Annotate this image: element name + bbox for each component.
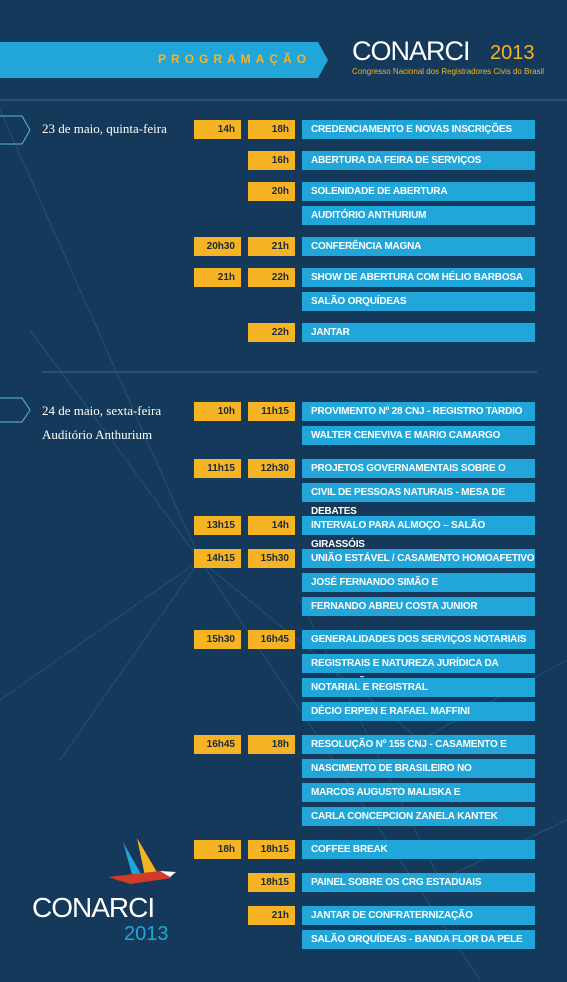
event-text: CARLA CONCEPCION ZANELA KANTEK [302, 807, 535, 826]
end-time: 16h [248, 151, 295, 170]
end-time: 18h [248, 120, 295, 139]
end-time: 15h30 [248, 549, 295, 568]
end-time: 21h [248, 237, 295, 256]
start-time: 21h [194, 268, 241, 287]
event-text: CREDENCIAMENTO E NOVAS INSCRIÇÕES [302, 120, 535, 139]
end-time: 18h [248, 735, 295, 754]
day-venue: Auditório Anthurium [42, 427, 153, 442]
event-text: SOLENIDADE DE ABERTURA [302, 182, 535, 201]
event-text: JANTAR DE CONFRATERNIZAÇÃO [302, 906, 535, 925]
event-text: FERNANDO ABREU COSTA JUNIOR [302, 597, 535, 616]
header-year: 2013 [490, 42, 535, 64]
header-title: PROGRAMAÇÃO [158, 52, 311, 66]
event-text: DÉCIO ERPEN E RAFAEL MAFFINI [302, 702, 535, 721]
footer-brand: CONARCI [32, 892, 155, 923]
event-text: PAINEL SOBRE OS CRG ESTADUAIS [302, 873, 535, 892]
event-text: PROJETOS GOVERNAMENTAIS SOBRE O REGISTRO [302, 459, 535, 493]
header-brand: CONARCI [352, 36, 471, 66]
end-time: 14h [248, 516, 295, 535]
event-text: COFFEE BREAK [302, 840, 535, 859]
event-text: WALTER CENEVIVA E MARIO CAMARGO [302, 426, 535, 445]
event-text: JANTAR [302, 323, 535, 342]
start-time: 11h15 [194, 459, 241, 478]
event-text: RESOLUÇÃO Nº 155 CNJ - CASAMENTO E [302, 735, 535, 754]
event-text: MARCOS AUGUSTO MALISKA E [302, 783, 535, 802]
end-time: 11h15 [248, 402, 295, 421]
start-time: 14h [194, 120, 241, 139]
event-text: NASCIMENTO DE BRASILEIRO NO ESTRANGEIRO [302, 759, 535, 793]
event-text: UNIÃO ESTÁVEL / CASAMENTO HOMOAFETIVO [302, 549, 535, 568]
header-subtitle: Congresso Nacional dos Registradores Civ… [352, 67, 545, 76]
event-text: PROVIMENTO Nº 28 CNJ - REGISTRO TARDIO [302, 402, 535, 421]
end-time: 20h [248, 182, 295, 201]
event-text: SHOW DE ABERTURA COM HÉLIO BARBOSA [302, 268, 535, 287]
event-text: SALÃO ORQUÍDEAS - BANDA FLOR DA PELE [302, 930, 535, 949]
start-time: 15h30 [194, 630, 241, 649]
end-time: 12h30 [248, 459, 295, 478]
end-time: 22h [248, 323, 295, 342]
day-date: 23 de maio, quinta-feira [42, 121, 167, 136]
event-text: REGISTRAIS E NATUREZA JURÍDICA DA DELEGA… [302, 654, 535, 688]
end-time: 18h15 [248, 873, 295, 892]
end-time: 21h [248, 906, 295, 925]
event-text: INTERVALO PARA ALMOÇO – SALÃO GIRASSÓIS [302, 516, 535, 550]
day-date: 24 de maio, sexta-feira [42, 403, 162, 418]
start-time: 16h45 [194, 735, 241, 754]
start-time: 18h [194, 840, 241, 859]
event-text: CIVIL DE PESSOAS NATURAIS - MESA DE DEBA… [302, 483, 535, 517]
event-text: NOTARIAL E REGISTRAL [302, 678, 535, 697]
start-time: 20h30 [194, 237, 241, 256]
footer-year: 2013 [124, 923, 169, 945]
event-text: GENERALIDADES DOS SERVIÇOS NOTARIAIS E [302, 630, 535, 664]
event-text: SALÃO ORQUÍDEAS [302, 292, 535, 311]
event-text: JOSÉ FERNANDO SIMÃO E [302, 573, 535, 592]
event-text: ABERTURA DA FEIRA DE SERVIÇOS [302, 151, 535, 170]
end-time: 18h15 [248, 840, 295, 859]
end-time: 16h45 [248, 630, 295, 649]
start-time: 10h [194, 402, 241, 421]
start-time: 14h15 [194, 549, 241, 568]
start-time: 13h15 [194, 516, 241, 535]
end-time: 22h [248, 268, 295, 287]
event-text: CONFERÊNCIA MAGNA [302, 237, 535, 256]
event-text: AUDITÓRIO ANTHURIUM [302, 206, 535, 225]
